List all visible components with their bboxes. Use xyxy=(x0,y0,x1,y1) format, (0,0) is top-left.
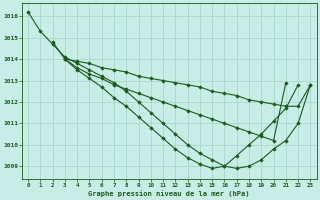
X-axis label: Graphe pression niveau de la mer (hPa): Graphe pression niveau de la mer (hPa) xyxy=(89,190,250,197)
